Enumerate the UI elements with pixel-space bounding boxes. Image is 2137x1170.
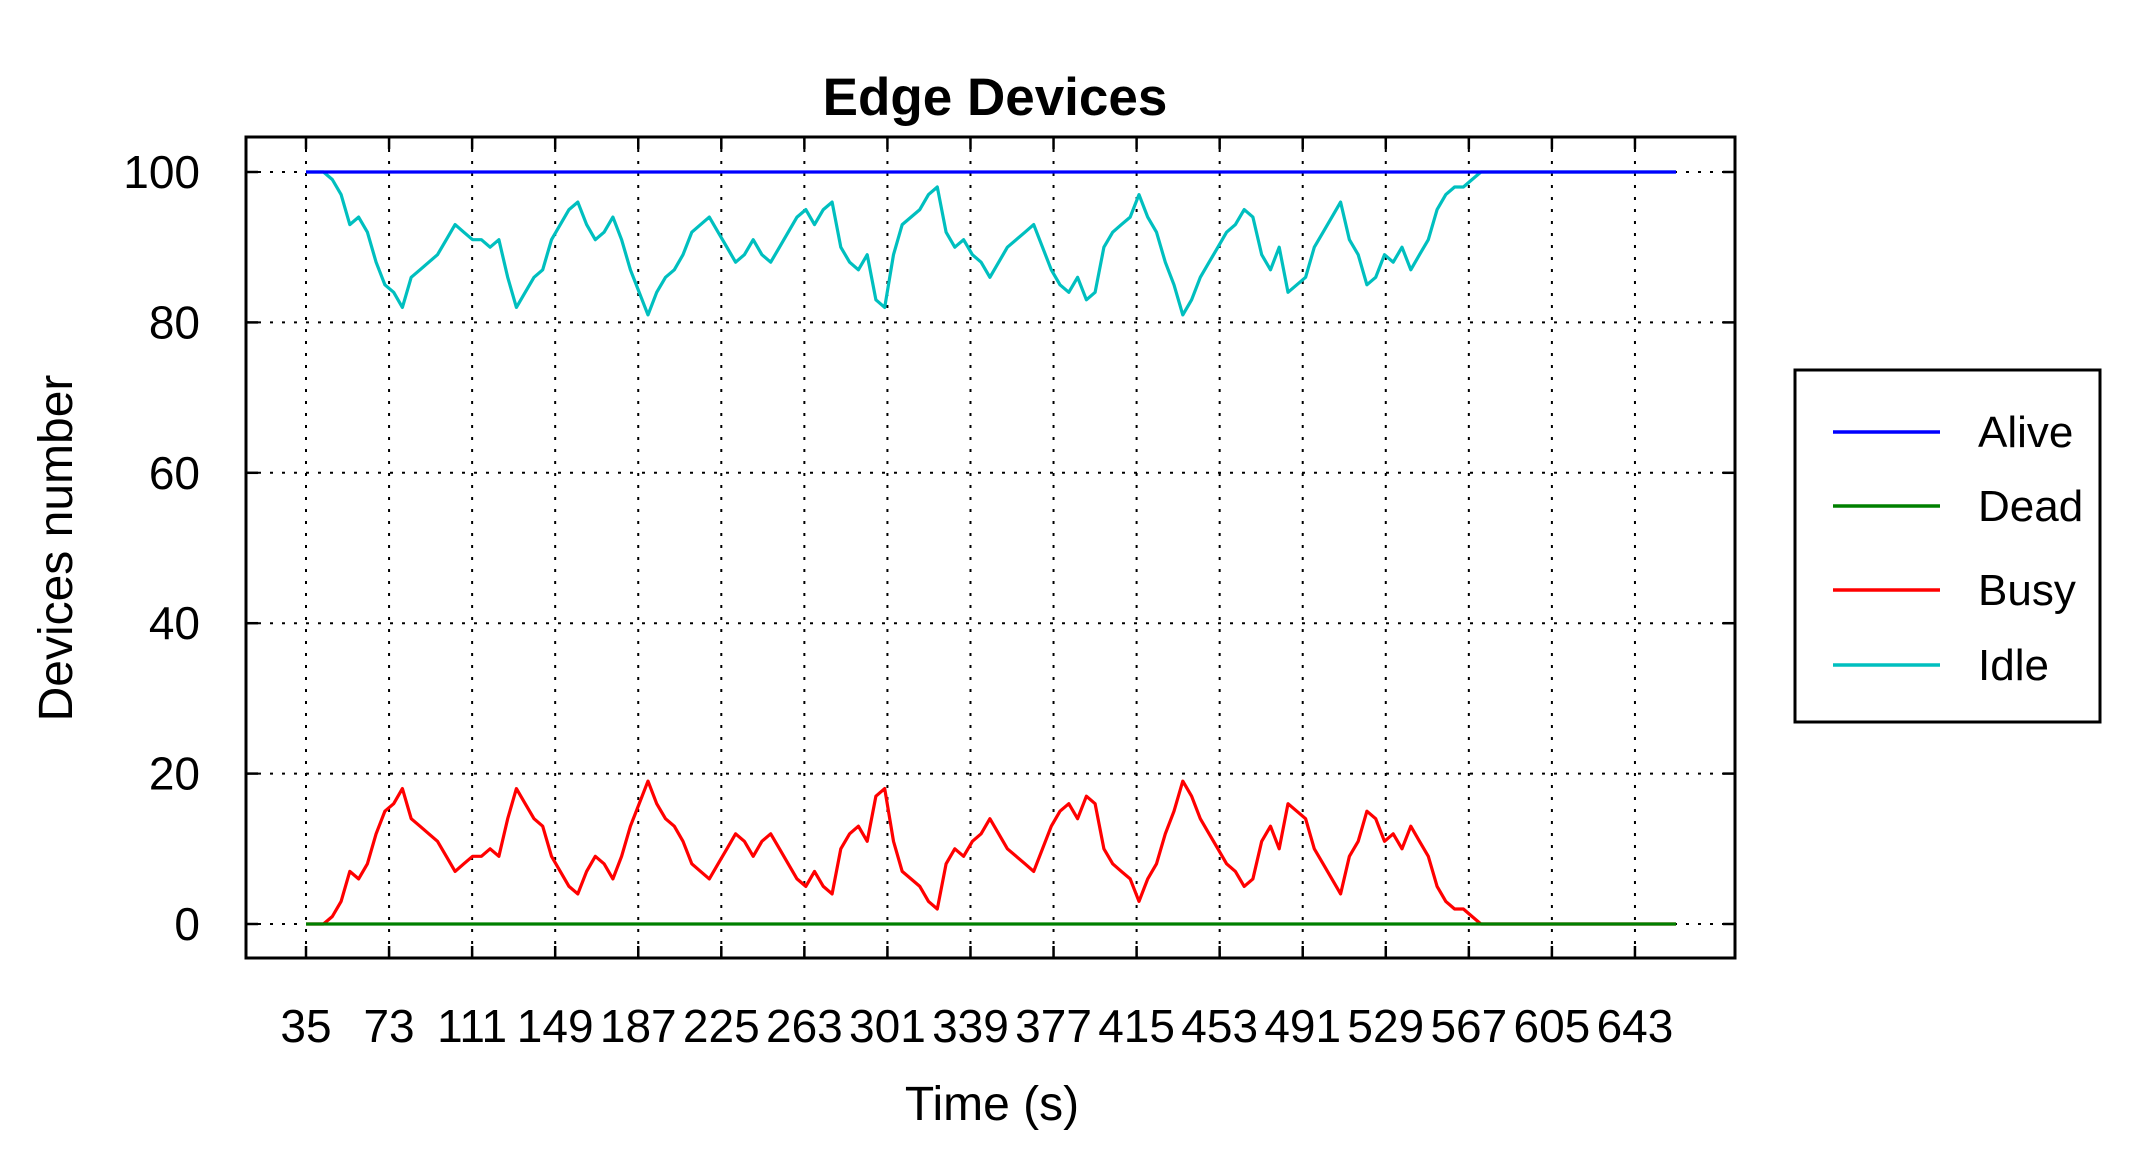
x-tick-label: 605 <box>1514 1000 1591 1052</box>
x-tick-label: 567 <box>1430 1000 1507 1052</box>
y-tick-label: 0 <box>174 898 200 950</box>
x-tick-label: 111 <box>437 1000 507 1052</box>
x-tick-label: 491 <box>1264 1000 1341 1052</box>
plot-frame <box>244 135 1737 960</box>
legend-items: Alive Dead Busy Idle <box>1833 408 2083 690</box>
x-tick-label: 377 <box>1015 1000 1092 1052</box>
series-line-busy <box>306 779 1676 926</box>
x-tick-label: 415 <box>1098 1000 1175 1052</box>
y-tick-label: 100 <box>123 146 200 198</box>
x-tick-labels: 35 73 111 149 187 225 263 301 339 377 415 453 491 529… <box>280 137 1673 1052</box>
grid-layer <box>246 137 1735 958</box>
series-layer <box>306 170 1676 926</box>
legend-box <box>1793 368 2102 724</box>
x-tick-label: 263 <box>766 1000 843 1052</box>
y-tick-label: 20 <box>149 748 200 800</box>
y-axis-label: Devices number <box>30 375 83 722</box>
x-tick-label: 73 <box>363 1000 414 1052</box>
x-tick-label: 225 <box>683 1000 760 1052</box>
x-axis-label: Time (s) <box>905 1078 1079 1131</box>
x-tick-label: 149 <box>517 1000 594 1052</box>
legend-label-alive: Alive <box>1978 408 2073 457</box>
legend-label-dead: Dead <box>1978 482 2083 531</box>
y-tick-label: 80 <box>149 296 200 348</box>
x-tick-label: 187 <box>600 1000 677 1052</box>
series-line-idle <box>306 170 1676 317</box>
x-tick-label: 35 <box>280 1000 331 1052</box>
legend: Alive Dead Busy Idle <box>1793 368 2102 724</box>
x-tick-label: 643 <box>1597 1000 1674 1052</box>
x-tick-label: 339 <box>932 1000 1009 1052</box>
legend-label-busy: Busy <box>1978 566 2076 615</box>
x-tick-label: 301 <box>849 1000 926 1052</box>
y-tick-labels: 0 20 40 60 80 100 <box>123 146 1735 950</box>
x-tick-label: 529 <box>1347 1000 1424 1052</box>
y-tick-label: 40 <box>149 597 200 649</box>
x-tick-label: 453 <box>1181 1000 1258 1052</box>
legend-label-idle: Idle <box>1978 641 2049 690</box>
y-tick-label: 60 <box>149 447 200 499</box>
chart-title: Edge Devices <box>823 68 1168 127</box>
